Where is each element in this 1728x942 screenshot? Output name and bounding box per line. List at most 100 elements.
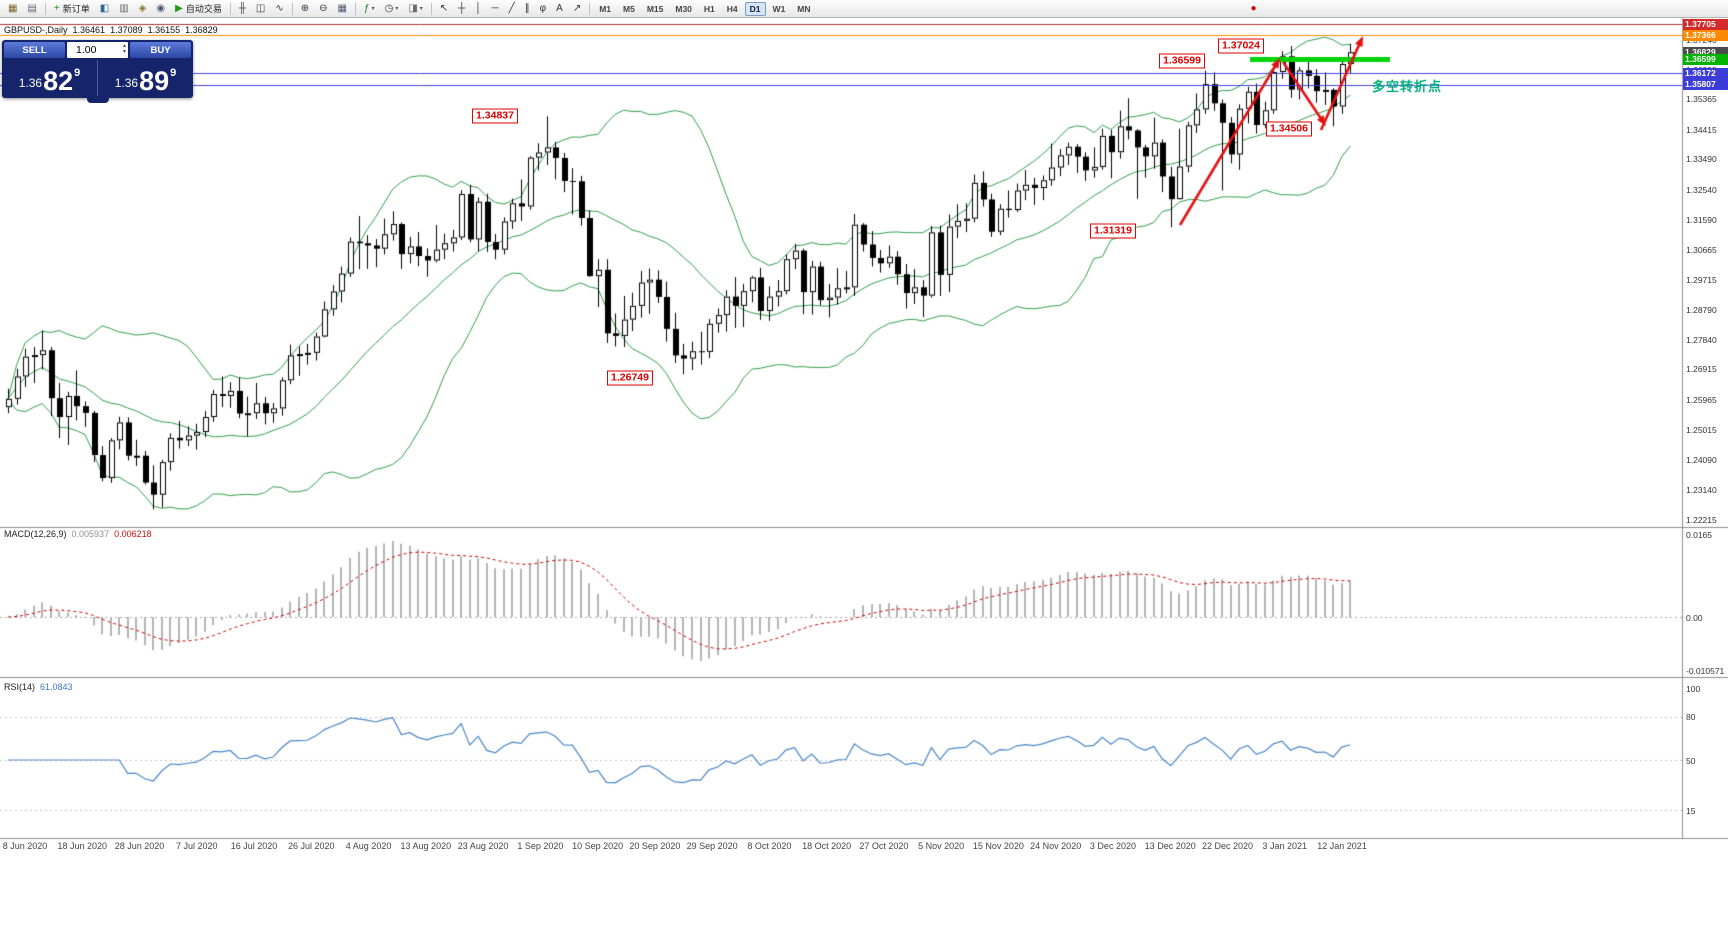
arrows-icon-glyph: ↗ [572, 2, 582, 14]
toolbar-separator [355, 2, 356, 15]
ohlc-low: 1.36155 [147, 25, 181, 35]
toolbar-separator [44, 2, 46, 15]
macd-main-value: 0.005937 [71, 529, 110, 539]
timeframe-m5[interactable]: M5 [623, 3, 635, 14]
indicators-icon[interactable]: ƒ ▾ [360, 0, 379, 17]
text-icon-glyph: A [556, 2, 563, 14]
periods-icon-caret-icon: ▾ [395, 6, 399, 12]
timeframe-h1[interactable]: H1 [703, 3, 715, 14]
navigator-icon[interactable]: ◉ [152, 0, 169, 17]
trendline-icon-glyph: ╱ [508, 2, 515, 14]
chart-note-text[interactable]: 多空转折点 [1372, 79, 1443, 94]
toolbar-separator [229, 2, 231, 15]
new-order-button-glyph: + [53, 2, 60, 14]
fibonacci-icon-glyph: φ [539, 2, 547, 14]
rsi-value: 61.0843 [40, 682, 73, 692]
timeframe-h4[interactable]: H4 [726, 3, 738, 14]
bar-chart-icon[interactable]: ╫ [235, 0, 250, 17]
buy-price-big: 89 [139, 66, 170, 97]
timeframe-d1[interactable]: D1 [744, 1, 766, 16]
zoom-out-icon[interactable]: ⊖ [315, 0, 331, 17]
sell-button[interactable]: SELL [4, 42, 65, 58]
zoom-in-icon[interactable]: ⊕ [297, 0, 313, 17]
templates-icon-caret-icon: ▾ [419, 6, 423, 12]
autotrading-button-glyph: ▶ [175, 2, 183, 14]
channel-icon-glyph: ∥ [524, 2, 530, 14]
autotrading-button-label: 自动交易 [185, 4, 222, 14]
ohlc-open: 1.36461 [72, 25, 106, 35]
channel-icon[interactable]: ∥ [521, 0, 534, 17]
autotrading-button[interactable]: ▶ 自动交易 [171, 0, 226, 17]
templates-icon-glyph: ◨ [408, 2, 418, 14]
macd-indicator-label: MACD(12,26,9) 0.005937 0.006218 [4, 529, 152, 539]
sell-price[interactable]: 1.36 82 9 [2, 60, 97, 96]
navigator-icon-glyph: ◉ [156, 2, 166, 14]
volume-stepper[interactable]: ▴ ▾ [123, 43, 126, 55]
templates-icon[interactable]: ◨ ▾ [404, 0, 426, 17]
buy-price[interactable]: 1.36 89 9 [97, 60, 193, 96]
indicators-icon-glyph: ƒ [364, 2, 370, 14]
buy-price-sup: 9 [170, 67, 177, 79]
timeframe-m15[interactable]: M15 [646, 3, 664, 14]
timeframe-w1[interactable]: W1 [772, 3, 786, 14]
toolbar-separator [291, 2, 293, 15]
horizontal-line-icon[interactable]: ─ [488, 0, 503, 17]
timeframe-m1[interactable]: M1 [599, 3, 612, 14]
crosshair-icon-glyph: ┼ [458, 2, 466, 14]
zoom-in-icon-glyph: ⊕ [300, 2, 310, 14]
trendline-icon[interactable]: ╱ [505, 0, 519, 17]
panel-collapse-handle[interactable] [86, 98, 109, 103]
symbol-period-label: GBPUSD-,Daily [4, 25, 68, 35]
text-icon[interactable]: A [552, 0, 567, 17]
data-window-icon[interactable]: ▥ [115, 0, 132, 17]
vertical-line-icon-glyph: │ [475, 2, 482, 14]
macd-signal-value: 0.006218 [114, 529, 152, 539]
bar-chart-icon-glyph: ╫ [238, 2, 246, 14]
spinner-up-icon[interactable]: ▴ [122, 43, 126, 49]
data-window-icon-glyph: ▥ [119, 2, 129, 14]
tile-windows-icon-glyph: ▦ [337, 2, 347, 14]
new-order-button[interactable]: + 新订单 [50, 0, 94, 17]
new-chart-icon-glyph: ▦ [8, 2, 18, 14]
new-order-button-label: 新订单 [62, 4, 90, 14]
notification-icon[interactable]: ● [1247, 0, 1261, 17]
vertical-line-icon[interactable]: │ [471, 0, 485, 17]
candlestick-chart-icon[interactable]: ◫ [252, 0, 269, 17]
timeframe-mn[interactable]: MN [797, 3, 811, 14]
spinner-down-icon[interactable]: ▾ [122, 49, 126, 55]
candlestick-chart-icon-glyph: ◫ [255, 2, 266, 14]
zoom-out-icon-glyph: ⊖ [319, 2, 328, 14]
sell-price-sup: 9 [74, 67, 81, 79]
buy-button[interactable]: BUY [130, 42, 191, 58]
horizontal-line-icon-glyph: ─ [491, 2, 499, 14]
arrows-icon[interactable]: ↗ [569, 0, 585, 17]
sell-price-big: 82 [43, 66, 74, 97]
rsi-name: RSI(14) [4, 682, 36, 692]
toolbar-separator [430, 2, 432, 15]
crosshair-icon[interactable]: ┼ [454, 0, 469, 17]
macd-name: MACD(12,26,9) [4, 529, 67, 539]
ohlc-close: 1.36829 [185, 25, 218, 35]
periods-icon[interactable]: ◷ ▾ [381, 0, 403, 17]
line-chart-icon[interactable]: ∿ [271, 0, 287, 17]
toolbar-separator [589, 2, 591, 15]
tile-windows-icon[interactable]: ▦ [334, 0, 351, 17]
cursor-icon[interactable]: ↖ [436, 0, 452, 17]
periods-icon-glyph: ◷ [384, 2, 394, 14]
sound-icon[interactable]: ◈ [135, 0, 151, 17]
fibonacci-icon[interactable]: φ [536, 0, 550, 17]
sound-icon-glyph: ◈ [138, 2, 147, 14]
ohlc-high: 1.37089 [110, 25, 143, 35]
chart-profiles-icon[interactable]: ▤ [23, 0, 40, 17]
one-click-trading-panel: SELL 1.00 ▴ ▾ BUY 1.36 82 9 1.36 89 9 [2, 40, 193, 103]
chart-symbol-ohlc: GBPUSD-,Daily 1.36461 1.37089 1.36155 1.3682… [4, 25, 223, 35]
volume-field[interactable]: 1.00 ▴ ▾ [67, 42, 128, 58]
line-chart-icon-glyph: ∿ [275, 2, 284, 14]
main-toolbar: ▦ ▤ + 新订单 ◧ ▥ ◈ ◉ ▶ 自动交易 ╫ ◫ ∿ ⊕ ⊖ ▦ ƒ ▾ ◷ ▾ ◨ ▾ ↖ ┼ │ ─ ╱ ∥ φ A ↗ M1 M5… [0, 0, 1728, 18]
new-chart-icon[interactable]: ▦ [4, 0, 21, 17]
chart-profiles-icon-glyph: ▤ [27, 2, 37, 14]
timeframe-m30[interactable]: M30 [675, 3, 692, 14]
rsi-indicator-label: RSI(14) 61.0843 [4, 682, 73, 692]
market-watch-icon[interactable]: ◧ [96, 0, 113, 17]
